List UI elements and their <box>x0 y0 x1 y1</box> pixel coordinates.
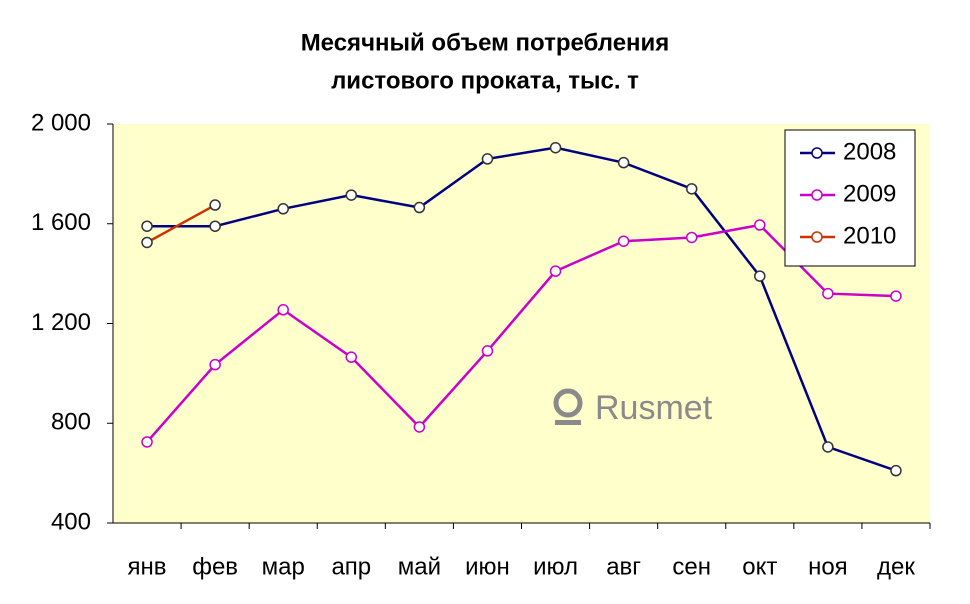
x-tick-label: июн <box>465 553 510 580</box>
x-tick-label: фев <box>192 553 238 580</box>
data-point <box>822 441 834 453</box>
data-point <box>754 219 766 231</box>
watermark: Rusmet <box>595 389 713 427</box>
legend-marker <box>811 189 823 201</box>
series-line <box>146 203 216 244</box>
legend-marker <box>811 231 823 243</box>
legend-marker <box>811 147 823 159</box>
watermark-logo <box>553 388 583 418</box>
x-tick-label: дек <box>877 553 915 580</box>
data-point <box>481 153 494 165</box>
data-point <box>141 220 153 232</box>
y-tick-label: 2 000 <box>31 109 91 136</box>
data-point <box>617 156 630 169</box>
legend-label: 2010 <box>843 222 896 249</box>
data-point <box>413 421 426 433</box>
x-tick-label: май <box>398 553 441 580</box>
data-point <box>481 345 494 357</box>
legend-label: 2008 <box>843 138 896 165</box>
x-tick-label: июл <box>533 553 578 580</box>
data-point <box>754 270 766 282</box>
series-line <box>146 223 897 443</box>
x-tick-label: янв <box>128 553 167 580</box>
data-point <box>617 235 630 247</box>
x-tick-label: апр <box>331 553 371 580</box>
data-point <box>822 287 834 300</box>
x-tick-label: ноя <box>808 553 848 580</box>
series-line <box>147 146 897 472</box>
data-point <box>209 220 221 232</box>
x-tick-label: мар <box>262 553 305 580</box>
y-tick-label: 1 200 <box>31 309 91 336</box>
data-point <box>209 358 221 371</box>
data-point <box>345 351 358 363</box>
data-point <box>890 290 902 302</box>
data-point <box>413 201 426 214</box>
x-tick-label: окт <box>742 553 777 580</box>
data-point <box>685 183 698 195</box>
data-point <box>141 436 153 448</box>
y-tick-label: 800 <box>51 409 91 436</box>
x-tick-label: авг <box>606 553 641 580</box>
y-tick-label: 1 600 <box>31 209 91 236</box>
data-point <box>345 189 358 201</box>
x-tick-label: сен <box>672 553 711 580</box>
data-point <box>277 304 289 316</box>
chart-title: Месячный объем потребления <box>301 29 670 56</box>
watermark-logo <box>555 420 581 425</box>
data-point <box>890 464 902 477</box>
legend-label: 2009 <box>843 180 896 207</box>
y-tick-label: 400 <box>51 508 91 535</box>
data-point <box>549 265 562 277</box>
data-point <box>685 231 698 244</box>
data-point <box>277 203 289 215</box>
chart-title: листового проката, тыс. т <box>331 67 639 94</box>
data-point <box>209 199 221 211</box>
data-point <box>141 236 153 249</box>
data-point <box>549 141 562 154</box>
